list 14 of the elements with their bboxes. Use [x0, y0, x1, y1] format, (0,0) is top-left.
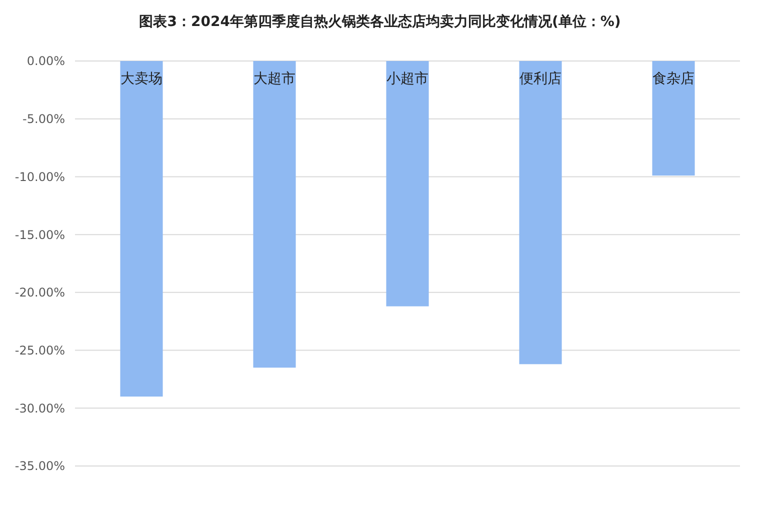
x-tick-label: 便利店: [520, 71, 562, 87]
y-tick-label: -25.00%: [14, 343, 65, 358]
y-tick-label: -30.00%: [14, 401, 65, 416]
x-tick-label: 小超市: [386, 71, 428, 87]
x-tick-label: 大超市: [254, 71, 296, 87]
y-tick-label: -10.00%: [14, 170, 65, 184]
x-tick-label: 食杂店: [652, 71, 694, 87]
chart-title: 图表3：2024年第四季度自热火锅类各业态店均卖力同比变化情况(单位：%): [139, 13, 621, 30]
y-tick-label: -15.00%: [14, 228, 65, 242]
y-tick-label: -35.00%: [14, 459, 65, 474]
y-tick-label: -5.00%: [22, 112, 65, 126]
x-tick-label: 大卖场: [120, 71, 162, 87]
y-tick-label: 0.00%: [26, 54, 65, 68]
y-tick-label: -20.00%: [14, 286, 65, 300]
